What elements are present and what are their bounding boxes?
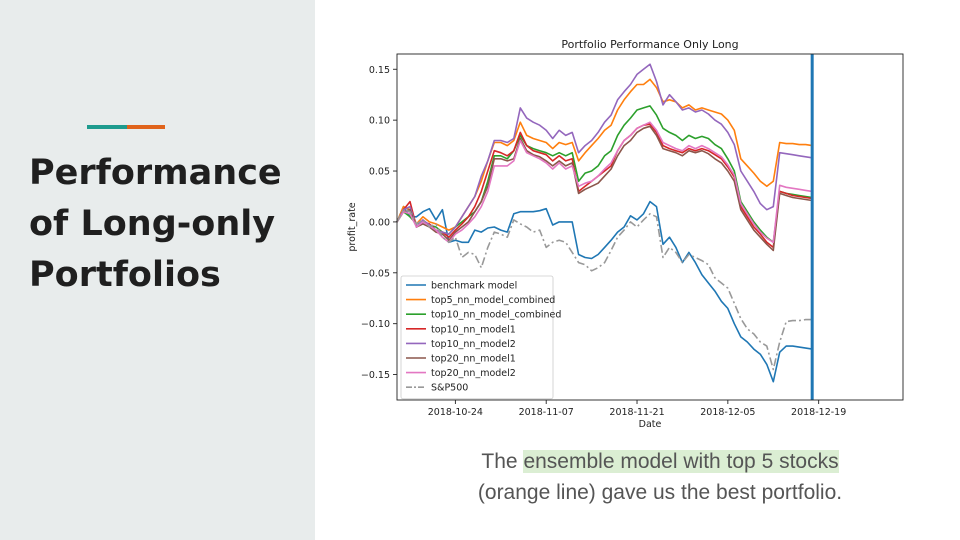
portfolio-chart: Portfolio Performance Only Long 0.15 0.10 0… — [347, 38, 904, 430]
y-tick-label: 0.05 — [369, 167, 390, 178]
accent-bar-orange — [127, 125, 165, 129]
slide-title-line-2: of Long-only — [29, 204, 276, 244]
accent-bar-teal — [87, 125, 127, 129]
legend-label-3: top10_nn_model_combined — [431, 310, 561, 321]
plot-frame — [396, 53, 904, 401]
caption-text-before: The — [481, 450, 524, 473]
series-line-6 — [396, 125, 813, 252]
series-line-1 — [396, 200, 813, 383]
x-tick-label: 2018-11-21 — [609, 407, 664, 418]
x-tick-label: 2018-10-24 — [428, 407, 483, 418]
left-panel: Performance of Long-only Portfolios — [0, 0, 315, 540]
y-tick-label: −0.10 — [361, 319, 390, 330]
series-line-7 — [396, 121, 813, 244]
series-line-4 — [396, 123, 813, 249]
legend-label-8: S&P500 — [431, 383, 468, 394]
slide-title: Performance of Long-only Portfolios — [29, 148, 309, 301]
caption-highlight: ensemble model with top 5 stocks — [523, 450, 839, 473]
x-axis-label: Date — [639, 419, 662, 430]
series-line-2 — [396, 78, 813, 231]
legend-label-7: top20_nn_model2 — [431, 368, 516, 379]
chart-container: Portfolio Performance Only Long 0.15 0.10 0… — [345, 36, 905, 436]
y-tick-label: −0.15 — [361, 370, 390, 381]
legend-label-4: top10_nn_model1 — [431, 324, 516, 335]
x-tick-label: 2018-12-19 — [791, 407, 846, 418]
legend-label-1: benchmark model — [431, 281, 517, 292]
legend-box — [400, 275, 554, 400]
legend-label-6: top20_nn_model1 — [431, 354, 516, 365]
x-tick-label: 2018-11-07 — [519, 407, 574, 418]
x-tick-label: 2018-12-05 — [700, 407, 755, 418]
y-tick-label: −0.05 — [361, 268, 390, 279]
series-line-5 — [396, 63, 813, 235]
slide-title-line-3: Portfolios — [29, 255, 221, 295]
y-axis-label: profit_rate — [347, 202, 358, 251]
legend-label-5: top10_nn_model2 — [431, 339, 516, 350]
y-tick-label: 0.10 — [369, 116, 390, 127]
chart-title: Portfolio Performance Only Long — [561, 38, 738, 51]
y-tick-label: 0.15 — [369, 65, 390, 76]
legend-label-2: top5_nn_model_combined — [431, 295, 555, 306]
y-tick-label: 0.00 — [369, 217, 390, 228]
series-line-8 — [396, 208, 813, 371]
caption-line-1: The ensemble model with top 5 stocks — [420, 450, 900, 474]
slide-title-line-1: Performance — [29, 153, 282, 193]
caption-line-2: (orange line) gave us the best portfolio… — [477, 481, 843, 504]
